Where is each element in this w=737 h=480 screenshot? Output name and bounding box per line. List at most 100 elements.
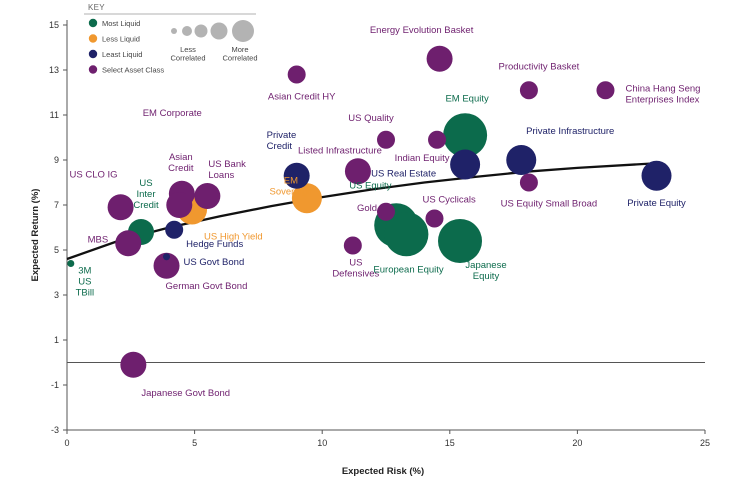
key-size-circle: [194, 24, 208, 38]
point-label: European Equity: [373, 264, 443, 275]
point-label: US Equity Small Broad: [501, 199, 598, 210]
point-em-corporate: [166, 192, 193, 218]
text-line: US Real Estate: [371, 169, 436, 180]
x-axis-title: Expected Risk (%): [342, 466, 424, 477]
text-line: MBS: [88, 234, 109, 245]
text-line: Sovereign: [269, 186, 312, 197]
y-tick-label: 3: [54, 290, 59, 300]
key-swatch-less: [88, 34, 98, 43]
x-tick-label: 10: [317, 438, 327, 448]
key-swatch-most: [88, 18, 98, 28]
y-tick-label: 9: [54, 155, 59, 165]
point-us-clo-ig: [107, 194, 134, 221]
point-us-bank-loans: [194, 183, 221, 209]
point-label: US Equity: [349, 180, 391, 191]
text-line: European Equity: [373, 264, 443, 275]
point-mbs: [115, 230, 142, 257]
point-us-defensives: [343, 236, 362, 255]
point-asian-credit-hy: [287, 65, 306, 84]
point-us-govt-bond: [163, 253, 171, 261]
data-points: [67, 45, 672, 378]
point-german-govt-bond: [153, 252, 180, 279]
text-line: Japanese Govt Bond: [141, 388, 230, 399]
text-line: US: [139, 178, 152, 189]
x-tick-label: 15: [445, 438, 455, 448]
point-label: Private Credit: [267, 130, 297, 152]
text-line: Japanese: [465, 260, 506, 271]
text-line: Correlated: [170, 54, 205, 63]
text-line: Enterprises Index: [625, 94, 699, 105]
point-label: Gold: [357, 203, 377, 214]
text-line: US CLO IG: [70, 169, 118, 180]
point-listed-infrastructure: [344, 158, 371, 185]
point-japanese-govt-bond: [120, 351, 147, 378]
point-label: Japanese Equity: [465, 260, 506, 282]
point-label: German Govt Bond: [166, 281, 248, 292]
text-line: US: [349, 258, 362, 269]
x-tick-label: 25: [700, 438, 710, 448]
point-label: Asian Credit HY: [268, 92, 336, 103]
trend-line: [66, 162, 655, 261]
point-3m-us-tbill: [67, 260, 75, 267]
key-label-most: Most Liquid: [102, 19, 140, 28]
text-line: EM: [284, 175, 298, 186]
text-line: Credit: [133, 200, 159, 211]
point-label: EM Corporate: [143, 108, 202, 119]
point-label: US Quality: [348, 113, 394, 124]
key-title: KEY: [88, 3, 105, 12]
point-us-quality: [377, 130, 395, 149]
key-size-circle: [171, 28, 177, 34]
point-productivity-basket: [519, 81, 538, 100]
text-line: Indian Equity: [395, 153, 450, 164]
text-line: Loans: [208, 170, 234, 181]
key-size-high: More Correlated: [222, 45, 257, 63]
point-label: US Real Estate: [371, 169, 436, 180]
key-swatch-least: [88, 49, 98, 59]
point-us-equity-small-broad: [519, 173, 538, 192]
point-label: Japanese Govt Bond: [141, 388, 230, 399]
y-axis-title: Expected Return (%): [30, 189, 41, 282]
text-line: Private Infrastructure: [526, 126, 614, 137]
text-line: US Equity: [349, 180, 391, 191]
text-line: Listed Infrastructure: [298, 145, 382, 156]
point-label: US Cyclicals: [422, 195, 476, 206]
point-label: US Defensives: [332, 258, 379, 280]
point-label: EM Equity: [445, 93, 489, 104]
point-label: Listed Infrastructure: [298, 145, 382, 156]
x-tick-label: 20: [572, 438, 582, 448]
text-line: Hedge Funds: [186, 239, 243, 250]
text-line: US Equity Small Broad: [501, 199, 598, 210]
point-em-sovereign: [291, 183, 322, 214]
x-tick-label: 0: [64, 438, 69, 448]
point-label: MBS: [88, 234, 109, 245]
y-tick-label: 5: [54, 245, 59, 255]
point-private-infrastructure: [506, 145, 537, 175]
text-line: Asian: [169, 152, 193, 163]
text-line: Defensives: [332, 269, 379, 280]
point-label: Private Equity: [627, 198, 686, 209]
text-line: China Hang Seng: [625, 83, 700, 94]
chart-key: KEY Most Liquid Less Liquid Least Liquid Sel…: [84, 3, 258, 75]
text-line: Productivity Basket: [499, 61, 580, 72]
point-us-real-estate: [450, 149, 481, 180]
text-line: Energy Evolution Basket: [370, 25, 474, 36]
y-tick-label: -1: [51, 380, 59, 390]
y-tick-label: -3: [51, 425, 59, 435]
trend-curve: [66, 162, 655, 261]
key-size-circle: [232, 20, 254, 42]
point-label: EM Sovereign: [269, 175, 312, 197]
point-indian-equity: [428, 130, 447, 149]
text-line: Inter: [137, 189, 156, 200]
text-line: EM Equity: [445, 93, 489, 104]
text-line: Credit: [267, 141, 293, 152]
point-label: US Bank Loans: [208, 159, 246, 181]
text-line: US: [78, 277, 91, 288]
text-line: More: [231, 45, 248, 54]
text-line: Equity: [473, 271, 500, 282]
point-private-equity: [641, 160, 672, 191]
text-line: TBill: [76, 288, 94, 299]
point-label: US Govt Bond: [184, 257, 245, 268]
point-china-hang-seng-enterprises-index: [596, 81, 615, 100]
plot-grid: [66, 20, 705, 431]
